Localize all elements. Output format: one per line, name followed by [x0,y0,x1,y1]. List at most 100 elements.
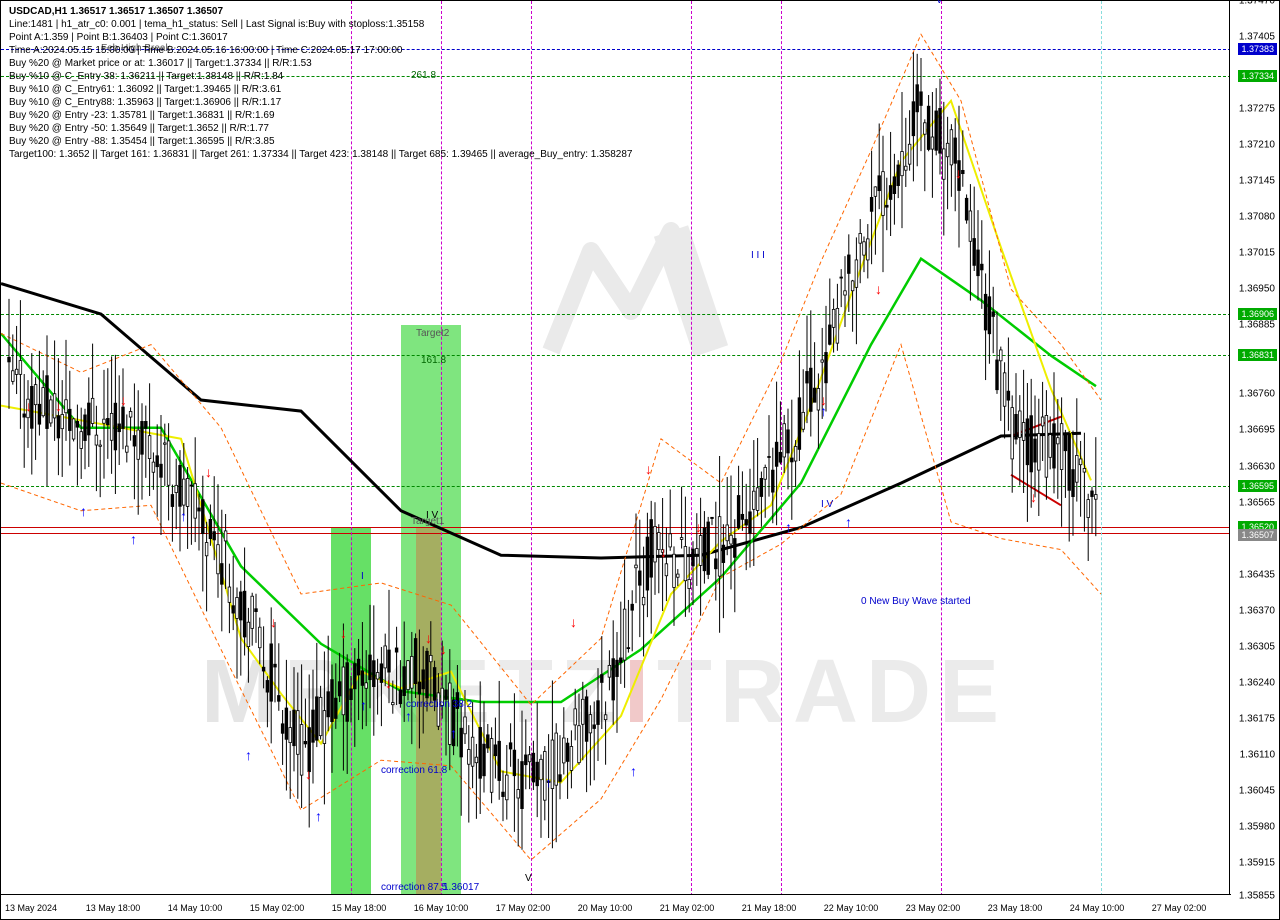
x-tick: 21 May 18:00 [742,903,797,913]
info-e5: Buy %20 @ Entry -50: 1.35649 || Target:1… [9,122,269,135]
x-tick: 13 May 2024 [5,903,57,913]
arrow-down-icon: ↓ [305,766,312,782]
arrow-up-icon: ↑ [130,531,137,547]
arrow-down-icon: ↓ [645,461,652,477]
price-badge: 1.36831 [1238,349,1277,361]
chart-label: V [525,873,532,884]
arrow-up-icon: ↑ [245,747,252,763]
y-tick: 1.37405 [1239,32,1275,43]
x-tick: 27 May 02:00 [1152,903,1207,913]
info-targets: Target100: 1.3652 || Target 161: 1.36831… [9,148,633,161]
x-tick: 15 May 02:00 [250,903,305,913]
y-tick: 1.36885 [1239,320,1275,331]
info-e2: Buy %10 @ C_Entry61: 1.36092 || Target:1… [9,83,281,96]
y-tick: 1.36695 [1239,425,1275,436]
x-tick: 17 May 02:00 [496,903,551,913]
y-tick: 1.36435 [1239,569,1275,580]
y-tick: 1.36760 [1239,389,1275,400]
arrow-down-icon: ↓ [120,392,127,408]
x-tick: 13 May 18:00 [86,903,141,913]
y-tick: 1.35915 [1239,857,1275,868]
x-tick: 22 May 10:00 [824,903,879,913]
arrow-down-icon: ↓ [955,165,962,181]
chart-label: V [936,0,943,6]
arrow-down-icon: ↓ [1030,489,1037,505]
x-tick: 21 May 02:00 [660,903,715,913]
chart-label: I [361,571,364,582]
arrow-up-icon: ↑ [545,774,552,790]
info-times: Time A:2024.05.15 15:00:00 | Time B:2024… [9,44,402,57]
price-badge: 1.36906 [1238,308,1277,320]
y-tick: 1.36305 [1239,641,1275,652]
y-tick: 1.36565 [1239,497,1275,508]
y-axis: 1.37470 1.374051.37383 1.37334 1.37275 1.372… [1229,1,1279,896]
x-axis: 13 May 2024 13 May 18:00 14 May 10:00 15 Ma… [1,894,1231,919]
y-tick: 1.37470 [1239,0,1275,7]
chart-title: USDCAD,H1 1.36517 1.36517 1.36507 1.3650… [9,5,223,18]
chart-label: correction 38.2 [406,699,472,710]
arrow-up-icon: ↑ [360,697,367,713]
arrow-down-icon: ↓ [385,675,392,691]
arrow-up-icon: ↑ [315,808,322,824]
price-badge: 1.36595 [1238,480,1277,492]
info-e0: Buy %20 @ Market price or at: 1.36017 ||… [9,57,312,70]
y-tick: 1.35980 [1239,821,1275,832]
price-badge: 1.36507 [1238,529,1277,541]
y-tick: 1.37015 [1239,248,1275,259]
x-tick: 16 May 10:00 [414,903,469,913]
arrow-down-icon: ↓ [570,614,577,630]
arrow-down-icon: ↓ [820,392,827,408]
y-tick: 1.35855 [1239,891,1275,902]
info-e6: Buy %20 @ Entry -88: 1.35454 || Target:1… [9,135,275,148]
y-tick: 1.36175 [1239,713,1275,724]
chart-label: 0 New Buy Wave started [861,596,971,607]
x-tick: 23 May 18:00 [988,903,1043,913]
arrow-down-icon: ↓ [440,641,447,657]
x-tick: 20 May 10:00 [578,903,633,913]
chart-label: I I I [751,250,765,261]
arrow-down-icon: ↓ [55,398,62,414]
x-tick: 15 May 18:00 [332,903,387,913]
chart-container[interactable]: MRKETZITRADE USDCAD,H1 1.36517 1.36517 1… [0,0,1280,920]
y-tick: 1.36240 [1239,677,1275,688]
chart-label: 261.8 [411,70,436,81]
arrow-up-icon: ↑ [845,514,852,530]
arrow-up-icon: ↑ [785,519,792,535]
arrow-up-icon: ↑ [80,503,87,519]
arrow-down-icon: ↓ [340,625,347,641]
info-line: Line:1481 | h1_atr_c0: 0.001 | tema_h1_s… [9,18,424,31]
chart-label: I V [426,510,438,521]
y-tick: 1.37275 [1239,104,1275,115]
y-tick: 1.36370 [1239,605,1275,616]
info-e4: Buy %20 @ Entry -23: 1.35781 || Target:1… [9,109,275,122]
info-e1: Buy %10 @ C_Entry 38: 1.36211 || Target:… [9,70,283,83]
chart-label: 1.36017 [443,882,479,893]
arrow-up-icon: ↑ [630,763,637,779]
y-tick: 1.36630 [1239,461,1275,472]
arrow-down-icon: ↓ [660,544,667,560]
price-badge: 1.37383 [1238,43,1277,55]
chart-label: correction 61.8 [381,765,447,776]
y-tick: 1.37080 [1239,212,1275,223]
chart-label: I V [821,499,833,510]
arrow-down-icon: ↓ [425,630,432,646]
y-tick: 1.36950 [1239,284,1275,295]
x-tick: 24 May 10:00 [1070,903,1125,913]
info-points: Point A:1.359 | Point B:1.36403 | Point … [9,31,228,44]
x-tick: 23 May 02:00 [906,903,961,913]
chart-label: Target2 [416,328,449,339]
arrow-down-icon: ↓ [695,519,702,535]
y-tick: 1.37210 [1239,140,1275,151]
price-badge: 1.37334 [1238,70,1277,82]
arrow-down-icon: ↓ [25,398,32,414]
chart-label: 161.8 [421,355,446,366]
x-tick: 14 May 10:00 [168,903,223,913]
chart-label: correction 87.5 [381,882,447,893]
arrow-up-icon: ↑ [180,508,187,524]
y-tick: 1.37145 [1239,176,1275,187]
arrow-up-icon: ↑ [450,725,457,741]
y-tick: 1.36045 [1239,785,1275,796]
arrow-down-icon: ↓ [205,464,212,480]
arrow-down-icon: ↓ [270,614,277,630]
info-e3: Buy %10 @ C_Entry88: 1.35963 || Target:1… [9,96,281,109]
